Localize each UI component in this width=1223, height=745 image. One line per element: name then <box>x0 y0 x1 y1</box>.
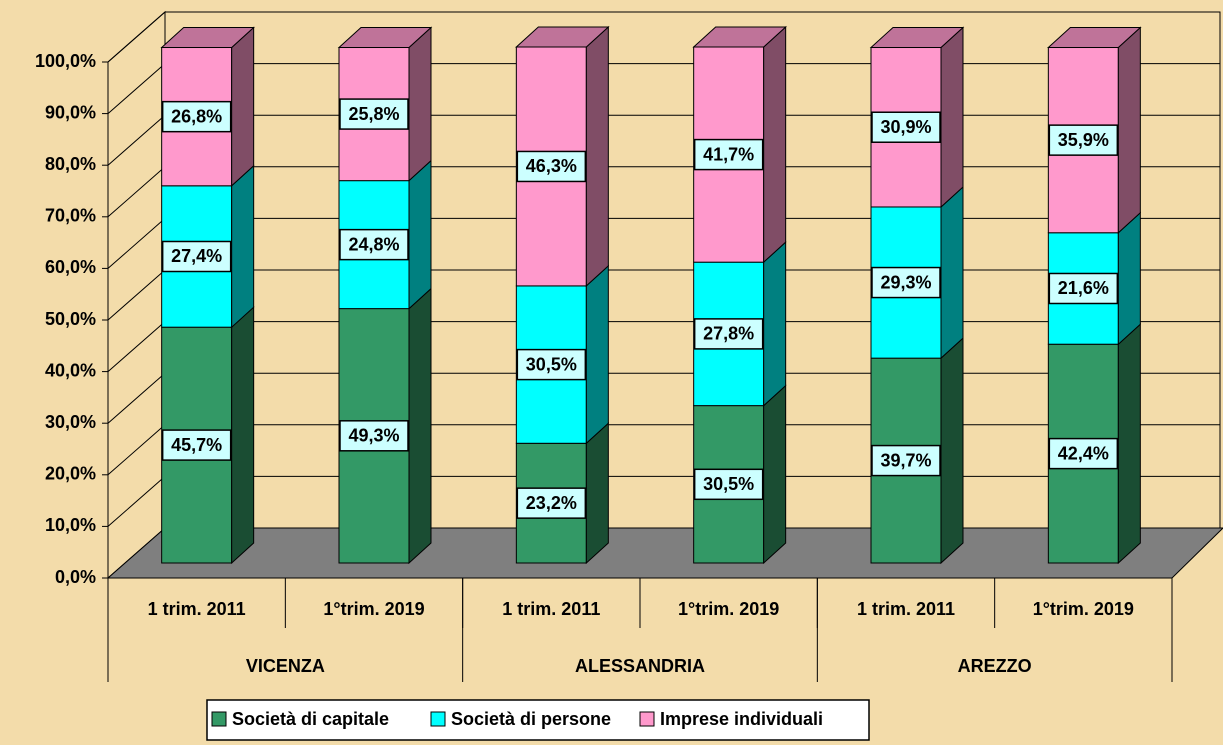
bar-segment-side <box>1117 211 1141 346</box>
bar-segment-side <box>940 26 964 209</box>
y-tick-label: 70,0% <box>45 206 96 226</box>
data-label-box <box>339 98 409 130</box>
data-label: 39,7% <box>880 450 931 470</box>
group-label: VICENZA <box>246 656 325 676</box>
bar-segment-side <box>1117 323 1141 565</box>
bar-segment-side <box>231 164 255 329</box>
y-tick-label: 40,0% <box>45 360 96 380</box>
data-label: 29,3% <box>880 272 931 292</box>
y-tick-label: 100,0% <box>35 51 96 71</box>
data-label: 27,4% <box>171 246 222 266</box>
data-label-box <box>871 266 941 299</box>
data-label: 41,7% <box>703 144 754 164</box>
data-label: 26,8% <box>171 106 222 126</box>
data-label: 42,4% <box>1058 443 1109 463</box>
x-tick-label: 1°trim. 2019 <box>323 599 424 619</box>
grid-line <box>107 11 1220 63</box>
data-label-box <box>516 487 587 519</box>
x-tick-label: 1°trim. 2019 <box>678 599 779 619</box>
data-label-box <box>161 240 232 273</box>
bar-segment-side <box>585 25 609 288</box>
bar-top <box>869 27 965 49</box>
data-label-box <box>339 420 409 452</box>
legend-label: Società di capitale <box>232 709 389 729</box>
x-tick-label: 1 trim. 2011 <box>148 599 246 619</box>
bar-segment-side <box>940 337 964 565</box>
legend-swatch <box>430 711 446 727</box>
data-label-box <box>161 100 232 133</box>
data-label: 30,5% <box>526 354 577 374</box>
data-label-box <box>1048 124 1119 156</box>
bar-segment-side <box>585 422 609 565</box>
data-label: 21,6% <box>1058 278 1109 298</box>
bar-top <box>160 27 255 49</box>
data-label: 25,8% <box>348 104 399 124</box>
bar-top <box>1047 27 1142 49</box>
bar-segment-side <box>585 264 609 445</box>
legend-label: Società di persone <box>451 709 611 729</box>
data-label-box <box>339 228 409 261</box>
data-label-box <box>1048 437 1119 470</box>
data-label: 35,9% <box>1058 130 1109 150</box>
bar-top <box>515 26 610 48</box>
legend-label: Imprese individuali <box>660 709 823 729</box>
legend-box <box>206 699 870 741</box>
data-label: 30,5% <box>703 474 754 494</box>
bar-top <box>337 27 433 49</box>
y-tick-label: 80,0% <box>45 154 96 174</box>
data-label: 46,3% <box>526 156 577 176</box>
y-tick-label: 10,0% <box>45 515 96 535</box>
bar-segment-side <box>1117 26 1141 234</box>
data-label-box <box>871 111 941 143</box>
data-label: 23,2% <box>526 493 577 513</box>
group-label: ALESSANDRIA <box>575 656 705 676</box>
y-tick-label: 20,0% <box>45 464 96 484</box>
data-label-box <box>1048 272 1119 305</box>
bar-segment-side <box>231 26 255 187</box>
data-label-box <box>693 468 764 501</box>
data-label: 27,8% <box>703 324 754 344</box>
y-tick-label: 30,0% <box>45 412 96 432</box>
bar-segment-side <box>763 25 787 264</box>
bar-segment-side <box>408 287 432 565</box>
legend-swatch <box>211 711 227 727</box>
bar-segment-side <box>940 185 964 360</box>
y-tick-label: 90,0% <box>45 102 96 122</box>
data-label-box <box>161 429 232 461</box>
x-tick-label: 1 trim. 2011 <box>857 599 955 619</box>
data-label-box <box>693 138 764 171</box>
data-label-box <box>516 150 587 183</box>
group-label: AREZZO <box>958 656 1032 676</box>
bar-segment-side <box>231 306 255 565</box>
data-label: 49,3% <box>348 426 399 446</box>
data-label-box <box>693 318 764 350</box>
bar-segment-side <box>408 26 432 182</box>
legend-swatch <box>639 711 655 727</box>
y-tick-label: 60,0% <box>45 257 96 277</box>
y-tick-label: 0,0% <box>55 567 96 587</box>
bar-segment-side <box>763 384 787 565</box>
x-tick-label: 1°trim. 2019 <box>1033 599 1134 619</box>
data-label-box <box>516 348 587 381</box>
data-label: 24,8% <box>348 234 399 254</box>
data-label: 30,9% <box>880 117 931 137</box>
data-label-box <box>871 444 941 477</box>
bar-top <box>692 26 787 48</box>
bar-segment-side <box>408 159 432 310</box>
data-label: 45,7% <box>171 435 222 455</box>
y-tick-label: 50,0% <box>45 309 96 329</box>
bar-segment-side <box>763 241 787 407</box>
x-tick-label: 1 trim. 2011 <box>502 599 600 619</box>
